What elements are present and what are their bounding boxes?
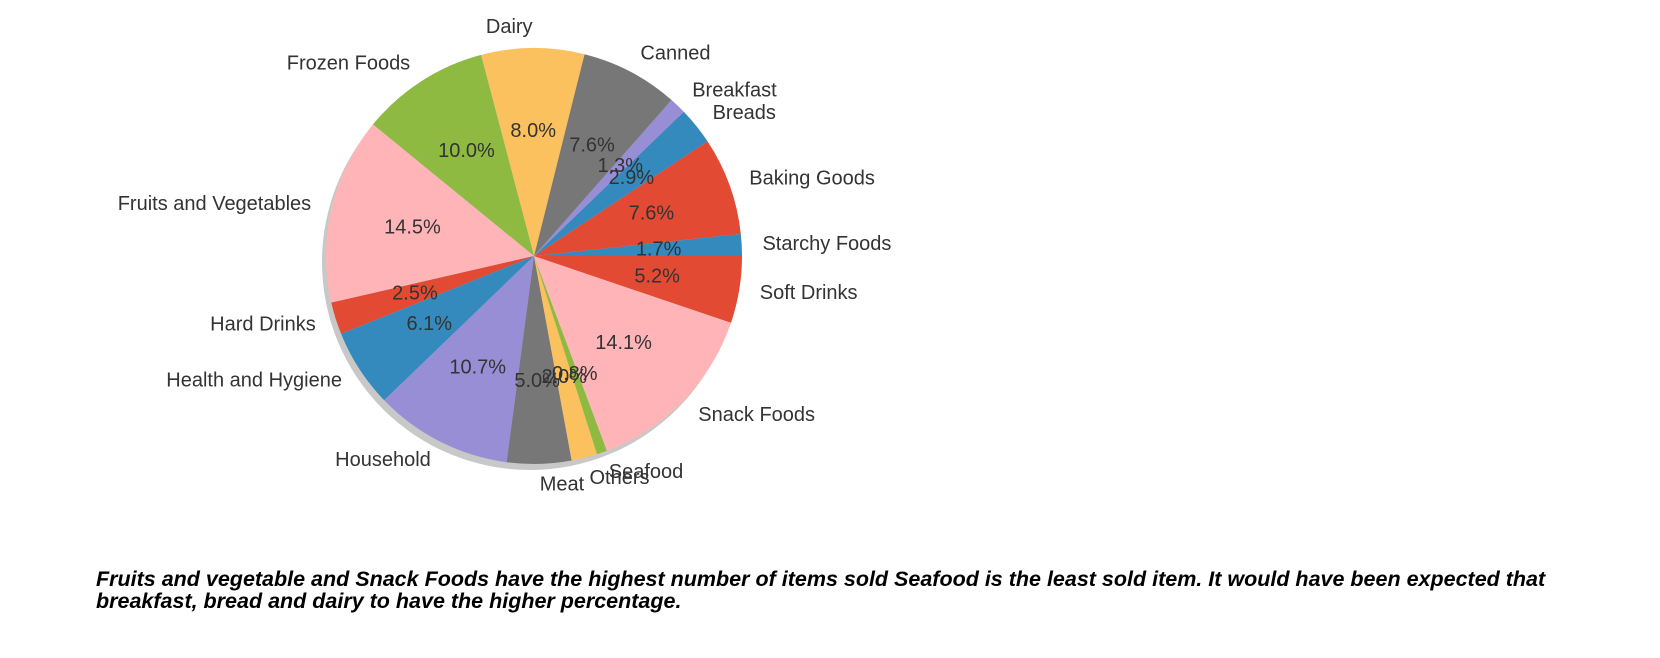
category-label-dairy: Dairy	[486, 16, 533, 38]
pct-label-seafood: 0.8%	[552, 363, 598, 385]
pct-label-fruits-and-vegetables: 14.5%	[384, 217, 441, 239]
pct-label-meat: 5.0%	[514, 370, 560, 392]
pct-label-canned: 7.6%	[569, 135, 615, 157]
chart-caption: Fruits and vegetable and Snack Foods hav…	[96, 567, 1546, 613]
pie-slice-dairy	[481, 47, 585, 256]
pct-label-breads: 2.9%	[609, 167, 655, 189]
category-label-starchy-foods: Starchy Foods	[762, 233, 891, 255]
percent-labels: 1.7%7.6%2.9%1.3%7.6%8.0%10.0%14.5%2.5%6.…	[384, 120, 682, 392]
pct-label-dairy: 8.0%	[510, 120, 556, 142]
pie-slice-canned	[534, 54, 672, 256]
category-label-canned: Canned	[640, 42, 710, 64]
pct-label-soft-drinks: 5.2%	[634, 265, 680, 287]
pie-chart: 1.7%7.6%2.9%1.3%7.6%8.0%10.0%14.5%2.5%6.…	[118, 16, 892, 496]
pct-label-household: 10.7%	[449, 356, 506, 378]
pct-label-frozen-foods: 10.0%	[438, 140, 495, 162]
pie-slice-frozen-foods	[372, 54, 534, 256]
category-label-others: Others	[590, 467, 650, 489]
pie-slices	[325, 47, 742, 465]
pie-slice-breakfast	[534, 99, 684, 256]
pie-slice-fruits-and-vegetables	[325, 124, 534, 303]
pct-label-starchy-foods: 1.7%	[636, 238, 682, 260]
pie-slice-breads	[534, 111, 708, 256]
pie-slice-health-and-hygiene	[341, 256, 534, 401]
category-label-breads: Breads	[713, 102, 776, 124]
category-label-meat: Meat	[540, 474, 585, 496]
pie-slice-snack-foods	[534, 256, 731, 451]
pie-slice-starchy-foods	[534, 233, 742, 256]
category-label-seafood: Seafood	[609, 461, 684, 483]
pct-label-baking-goods: 7.6%	[629, 203, 675, 225]
category-label-snack-foods: Snack Foods	[698, 404, 815, 426]
pie-slice-meat	[506, 256, 572, 465]
pct-label-hard-drinks: 2.5%	[392, 282, 438, 304]
category-label-frozen-foods: Frozen Foods	[287, 53, 410, 75]
pie-slice-hard-drinks	[331, 256, 534, 334]
pie-slice-soft-drinks	[534, 256, 742, 323]
category-label-soft-drinks: Soft Drinks	[760, 282, 858, 304]
pie-slice-seafood	[534, 256, 607, 455]
pie-slice-household	[384, 256, 534, 463]
category-label-health-and-hygiene: Health and Hygiene	[166, 369, 342, 391]
pct-label-health-and-hygiene: 6.1%	[406, 313, 452, 335]
category-label-fruits-and-vegetables: Fruits and Vegetables	[118, 193, 311, 215]
category-label-breakfast: Breakfast	[692, 80, 777, 102]
pct-label-breakfast: 1.3%	[597, 155, 643, 177]
pct-label-snack-foods: 14.1%	[595, 332, 652, 354]
category-label-hard-drinks: Hard Drinks	[210, 314, 316, 336]
pie-slice-others	[534, 256, 598, 461]
category-label-household: Household	[335, 449, 431, 471]
category-label-baking-goods: Baking Goods	[749, 167, 875, 189]
pie-slice-baking-goods	[534, 141, 741, 256]
category-labels: Starchy Foods Baking Goods BreadsBreakfast…	[118, 16, 892, 496]
pct-label-others: 2.0%	[541, 366, 587, 388]
